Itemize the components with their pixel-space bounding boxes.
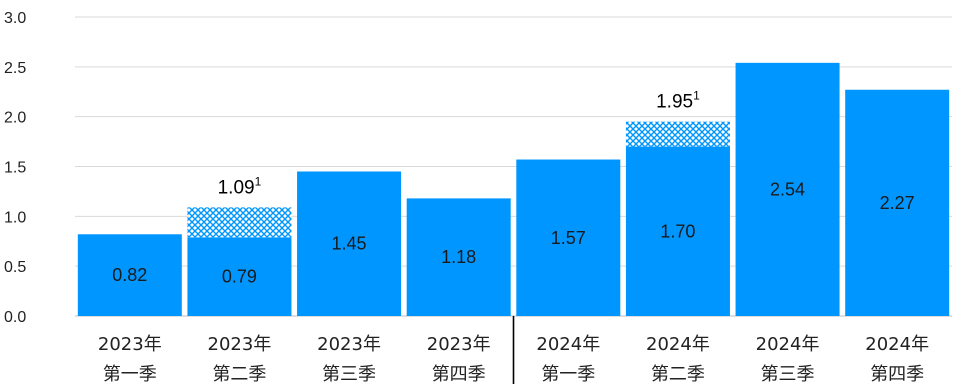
x-category-quarter: 第四季 xyxy=(432,364,486,385)
bar xyxy=(735,62,840,317)
y-tick-label: 2.5 xyxy=(4,60,26,77)
x-category-quarter: 第一季 xyxy=(541,364,595,385)
x-category-year: 2024年 xyxy=(536,334,600,355)
bars xyxy=(77,62,950,317)
y-tick-label: 0.5 xyxy=(4,259,26,276)
x-category-year: 2024年 xyxy=(865,334,929,355)
x-category-quarter: 第三季 xyxy=(761,364,815,385)
bar-total-label: 1.091 xyxy=(218,174,262,198)
bar xyxy=(845,89,950,316)
bar-value-label: 1.70 xyxy=(660,221,695,241)
data-labels: 0.82 0.791.451.181.57 1.702.542.271.0911.9… xyxy=(112,89,914,287)
bar xyxy=(625,146,730,316)
bar xyxy=(77,234,182,316)
x-category-quarter: 第三季 xyxy=(322,364,376,385)
bar-hatched-segment xyxy=(625,121,730,147)
bar-value-label: 1.18 xyxy=(441,247,476,267)
bar-value-label: 1.57 xyxy=(551,228,586,248)
y-tick-label: 0.0 xyxy=(4,309,26,326)
x-category-year: 2023年 xyxy=(317,334,381,355)
bar-value-label: 2.27 xyxy=(880,193,915,213)
x-category-year: 2023年 xyxy=(98,334,162,355)
bar xyxy=(406,198,511,316)
bar-value-label: 0.79 xyxy=(222,267,257,287)
y-tick-label: 2.0 xyxy=(4,110,26,127)
bar-hatched-segment xyxy=(187,207,292,238)
footnote-superscript: 1 xyxy=(693,89,700,103)
bar-total-label: 1.951 xyxy=(656,89,700,113)
y-tick-label: 3.0 xyxy=(4,10,26,27)
x-category-year: 2023年 xyxy=(208,334,272,355)
x-category-year: 2024年 xyxy=(756,334,820,355)
bar xyxy=(516,159,621,316)
x-category-quarter: 第二季 xyxy=(212,364,266,385)
x-category-year: 2023年 xyxy=(427,334,491,355)
y-tick-label: 1.0 xyxy=(4,209,26,226)
bar-value-label: 2.54 xyxy=(770,179,805,199)
x-category-quarter: 第二季 xyxy=(651,364,705,385)
bar xyxy=(297,171,402,316)
bar-total-value: 1.09 xyxy=(218,177,255,198)
footnote-superscript: 1 xyxy=(255,174,262,188)
x-category-quarter: 第四季 xyxy=(870,364,924,385)
y-axis-ticks: 0.0 0.5 1.0 1.5 2.0 2.5 3.0 xyxy=(4,10,26,326)
x-category-quarter: 第一季 xyxy=(103,364,157,385)
bar-value-label: 0.82 xyxy=(112,265,147,285)
bar xyxy=(187,237,292,316)
y-tick-label: 1.5 xyxy=(4,160,26,177)
x-category-year: 2024年 xyxy=(646,334,710,355)
bar-total-value: 1.95 xyxy=(656,92,693,113)
bar-value-label: 1.45 xyxy=(332,234,367,254)
